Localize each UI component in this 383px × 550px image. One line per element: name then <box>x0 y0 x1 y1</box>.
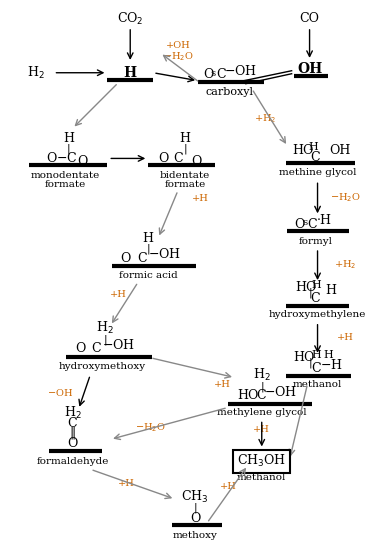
Text: C: C <box>311 293 320 305</box>
Text: $|$: $|$ <box>260 379 264 394</box>
Text: $-$OH: $-$OH <box>224 64 257 78</box>
Text: +OH: +OH <box>166 41 190 51</box>
Text: H$_2$: H$_2$ <box>27 65 44 81</box>
Text: $|$: $|$ <box>183 142 187 156</box>
Text: HO: HO <box>293 144 314 157</box>
Text: H: H <box>180 132 190 145</box>
Text: CO$_2$: CO$_2$ <box>117 11 144 27</box>
Text: hydroxymethylene: hydroxymethylene <box>269 310 366 320</box>
Text: formic acid: formic acid <box>119 272 178 280</box>
Text: formate: formate <box>164 180 206 189</box>
Text: O: O <box>158 152 168 165</box>
Text: H: H <box>142 232 154 245</box>
Text: C: C <box>312 362 321 375</box>
Text: bidentate: bidentate <box>160 171 210 180</box>
Text: $|$: $|$ <box>146 242 150 256</box>
Text: C: C <box>137 251 147 265</box>
Text: +H: +H <box>213 380 230 389</box>
Text: H: H <box>326 284 337 298</box>
Text: C: C <box>308 218 318 230</box>
Text: S: S <box>210 70 216 78</box>
Text: H$_2$: H$_2$ <box>97 320 114 336</box>
Text: $-$H$_2$O: $-$H$_2$O <box>163 51 193 63</box>
Text: O: O <box>295 218 305 230</box>
Text: H: H <box>309 142 318 152</box>
Text: methanol: methanol <box>237 473 286 482</box>
Text: C: C <box>92 342 101 355</box>
Text: C: C <box>256 389 265 402</box>
Text: CO: CO <box>300 13 319 25</box>
Text: OH: OH <box>329 144 351 157</box>
Text: monodentate: monodentate <box>31 171 100 180</box>
Text: O: O <box>67 437 78 450</box>
Text: OH: OH <box>297 62 322 76</box>
Text: O: O <box>120 251 131 265</box>
Text: O: O <box>75 342 85 355</box>
Text: H$_2$: H$_2$ <box>64 404 81 421</box>
Text: methylene glycol: methylene glycol <box>217 408 306 417</box>
Text: O: O <box>77 155 88 168</box>
Text: $-$H$_2$O: $-$H$_2$O <box>330 191 361 204</box>
Text: $\|$: $\|$ <box>69 425 76 442</box>
Text: CH$_3$OH: CH$_3$OH <box>237 453 286 469</box>
Text: +H: +H <box>219 482 236 491</box>
Text: $-$OH: $-$OH <box>47 387 74 398</box>
Text: methoxy: methoxy <box>173 531 218 540</box>
Text: HO: HO <box>294 351 315 364</box>
Text: HO: HO <box>237 389 258 402</box>
Text: $-$H$_2$O: $-$H$_2$O <box>135 421 165 434</box>
Text: +H$_2$: +H$_2$ <box>254 112 276 125</box>
Text: H: H <box>312 350 321 360</box>
Text: O: O <box>190 512 200 525</box>
Text: H: H <box>312 280 321 290</box>
Text: methine glycol: methine glycol <box>279 168 356 177</box>
Text: +H: +H <box>337 333 354 342</box>
Text: HO: HO <box>296 282 317 294</box>
Text: H: H <box>124 66 137 80</box>
Text: hydroxymethoxy: hydroxymethoxy <box>59 362 146 371</box>
Text: C: C <box>311 151 320 164</box>
Text: S: S <box>302 219 307 227</box>
Text: H$_2$: H$_2$ <box>253 367 270 383</box>
Text: $|$: $|$ <box>103 333 108 346</box>
Text: C: C <box>216 68 226 81</box>
Text: O: O <box>203 68 213 81</box>
Text: $-$OH: $-$OH <box>102 338 135 352</box>
Text: H: H <box>324 350 333 360</box>
Text: +H: +H <box>253 425 270 434</box>
Text: carboxyl: carboxyl <box>206 87 254 97</box>
Text: C: C <box>173 152 183 165</box>
Text: formate: formate <box>45 180 86 189</box>
Text: $-$OH: $-$OH <box>148 247 181 261</box>
Text: formyl: formyl <box>299 236 332 246</box>
Text: +H$_2$: +H$_2$ <box>334 258 357 272</box>
Text: C: C <box>68 417 77 430</box>
Text: $|$: $|$ <box>66 142 70 156</box>
Text: +H: +H <box>192 194 208 203</box>
Text: formaldehyde: formaldehyde <box>36 457 109 466</box>
Text: $-$OH: $-$OH <box>264 384 297 399</box>
Text: $-$H: $-$H <box>319 358 342 372</box>
Text: O: O <box>191 155 201 168</box>
Text: H: H <box>63 132 74 145</box>
Text: CH$_3$: CH$_3$ <box>181 489 209 505</box>
Text: $|$: $|$ <box>308 286 313 300</box>
Text: $|$: $|$ <box>193 501 197 515</box>
Text: O$-$C: O$-$C <box>46 151 77 166</box>
Text: +H: +H <box>118 478 135 488</box>
Text: methanol: methanol <box>293 380 342 389</box>
Text: +H: +H <box>110 290 127 299</box>
Text: $|$: $|$ <box>308 356 313 370</box>
Text: $\cdot$H: $\cdot$H <box>316 213 332 227</box>
